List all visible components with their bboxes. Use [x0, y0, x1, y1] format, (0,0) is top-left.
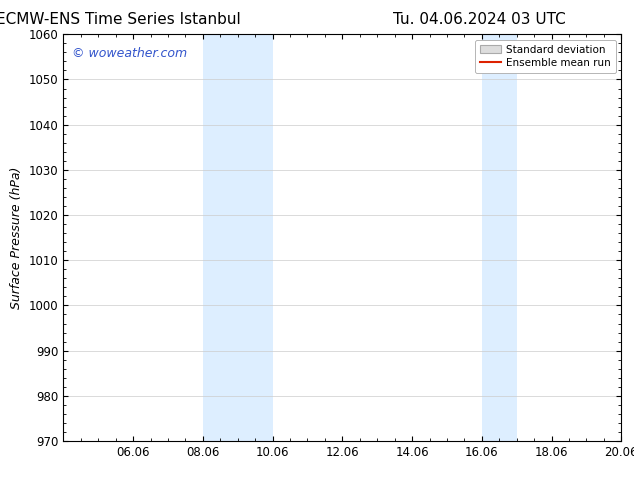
Bar — [482, 34, 517, 441]
Text: © woweather.com: © woweather.com — [72, 47, 187, 59]
Legend: Standard deviation, Ensemble mean run: Standard deviation, Ensemble mean run — [475, 40, 616, 73]
Text: ECMW-ENS Time Series Istanbul: ECMW-ENS Time Series Istanbul — [0, 12, 241, 27]
Y-axis label: Surface Pressure (hPa): Surface Pressure (hPa) — [10, 167, 23, 309]
Text: Tu. 04.06.2024 03 UTC: Tu. 04.06.2024 03 UTC — [393, 12, 566, 27]
Bar — [203, 34, 273, 441]
